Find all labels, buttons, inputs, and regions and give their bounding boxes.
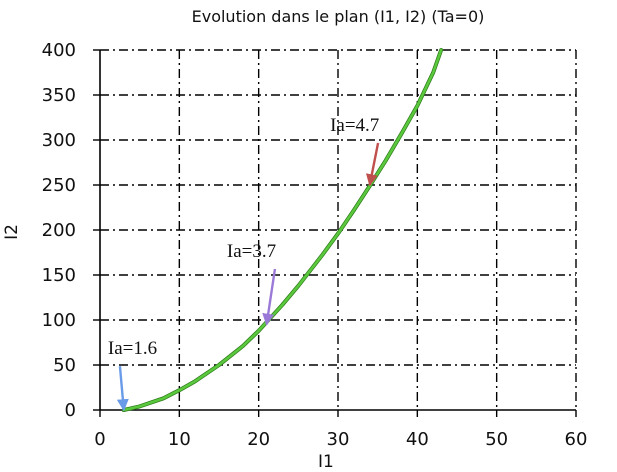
x-tick-label: 10: [168, 429, 191, 450]
y-tick-label: 0: [65, 400, 76, 421]
x-tick-label: 60: [565, 429, 588, 450]
y-tick-label: 150: [42, 265, 76, 286]
annotation-arrow: [116, 366, 129, 412]
x-tick-label: 20: [247, 429, 270, 450]
y-tick-label: 250: [42, 175, 76, 196]
y-tick-label: 100: [42, 310, 76, 331]
y-tick-label: 200: [42, 220, 76, 241]
series-line: [122, 48, 443, 412]
annotation-label: Ia=3.7: [227, 241, 276, 262]
x-tick-label: 0: [94, 429, 105, 450]
x-tick-label: 40: [406, 429, 429, 450]
y-tick-label: 50: [53, 355, 76, 376]
annotation-arrow: [365, 142, 380, 187]
y-axis-label: I2: [1, 224, 22, 240]
chart-title: Evolution dans le plan (I1, I2) (Ta=0): [191, 7, 485, 26]
x-tick-label: 30: [327, 429, 350, 450]
y-tick-label: 350: [42, 85, 76, 106]
y-tick-label: 400: [42, 40, 76, 61]
annotation-arrow: [262, 268, 277, 326]
x-axis-label: I1: [318, 452, 334, 472]
annotation-label: Ia=1.6: [108, 338, 157, 359]
annotation-label: Ia=4.7: [330, 115, 379, 136]
x-tick-label: 50: [485, 429, 508, 450]
y-tick-label: 300: [42, 130, 76, 151]
